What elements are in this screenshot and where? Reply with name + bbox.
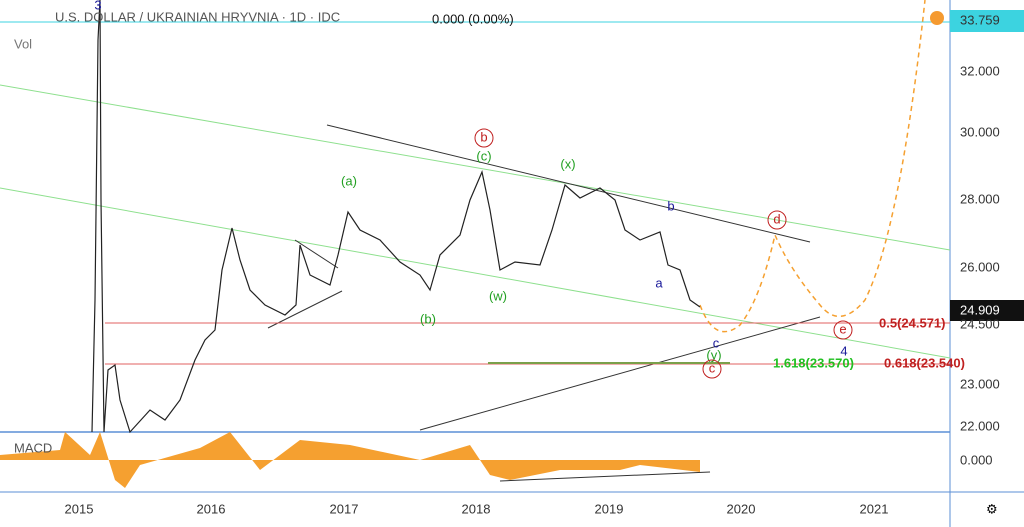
wave-label: 4 (840, 343, 847, 358)
wave-circle (702, 359, 722, 379)
price-tick-label: 24.500 (960, 316, 1000, 331)
price-tick-label: 23.000 (960, 376, 1000, 391)
price-series (91, 0, 701, 434)
time-tick-label: 2019 (595, 501, 624, 516)
price-box (950, 300, 1024, 321)
wave-label: d (773, 211, 780, 226)
wave-label: (a) (341, 173, 357, 188)
price-box (950, 10, 1024, 32)
price-tick-label: 28.000 (960, 191, 1000, 206)
wave-label: (y) (706, 347, 721, 362)
wave-label: c (709, 360, 716, 375)
wave-label: 0.5(24.571) (879, 315, 946, 330)
price-tick-label: 22.000 (960, 418, 1000, 433)
macd-tick-label: 0.000 (960, 452, 993, 467)
drawings (0, 0, 951, 488)
price-tick-label: 24.909 (960, 302, 1000, 317)
projection (699, 0, 926, 333)
wave-label: b (667, 198, 674, 213)
wave-label: 3 (94, 0, 101, 12)
channel-line (0, 187, 951, 359)
wave-label: 0.618(23.540) (884, 355, 965, 370)
wave-label: (b) (420, 311, 436, 326)
wave-label: (w) (489, 288, 507, 303)
time-tick-label: 2018 (462, 501, 491, 516)
trend-line (326, 124, 811, 243)
price-tick-label: 33.759 (960, 12, 1000, 27)
macd-histogram (0, 432, 700, 488)
symbol-title: U.S. DOLLAR / UKRAINIAN HRYVNIA · 1D · I… (55, 9, 340, 24)
price-tick-label: 26.000 (960, 259, 1000, 274)
wave-label: (c) (476, 148, 491, 163)
wave-circle (474, 128, 494, 148)
trend-line (294, 239, 339, 269)
price-change: 0.000 (0.00%) (432, 11, 514, 26)
wave-label: 1.618(23.570) (773, 355, 854, 370)
macd-label: MACD (14, 440, 52, 455)
wave-circle (767, 210, 787, 230)
wave-label: c (713, 335, 720, 350)
wave-circle (833, 320, 853, 340)
wave-label: a (655, 275, 663, 290)
time-tick-label: 2015 (65, 501, 94, 516)
wave-label: e (839, 321, 846, 336)
trend-line (419, 316, 821, 431)
time-tick-label: 2020 (727, 501, 756, 516)
channel-line (0, 84, 951, 251)
wave-label: (x) (560, 156, 575, 171)
time-tick-label: 2016 (197, 501, 226, 516)
price-tick-label: 32.000 (960, 63, 1000, 78)
trend-line (267, 290, 343, 329)
time-tick-label: 2021 (860, 501, 889, 516)
wave-label: b (480, 129, 487, 144)
price-tick-label: 30.000 (960, 124, 1000, 139)
volume-label: Vol (14, 36, 32, 51)
time-tick-label: 2017 (330, 501, 359, 516)
trend-line (499, 471, 711, 482)
alert-icon[interactable] (930, 11, 944, 25)
settings-icon[interactable]: ⚙ (986, 501, 998, 516)
